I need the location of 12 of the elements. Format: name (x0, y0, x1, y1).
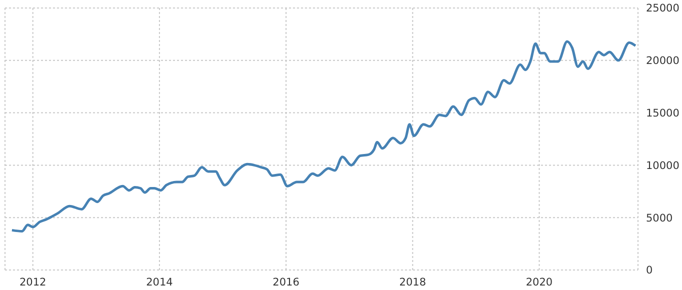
line-series (10, 40, 637, 232)
y-tick-label: 10000 (646, 160, 680, 172)
x-tick-label: 2012 (19, 276, 46, 288)
y-tick-label: 20000 (646, 55, 680, 68)
y-tick-label: 25000 (646, 2, 680, 15)
x-tick-label: 2020 (526, 276, 553, 288)
x-tick-label: 2016 (272, 276, 300, 288)
y-tick-label: 15000 (646, 108, 680, 120)
y-tick-label: 5000 (646, 212, 673, 224)
y-tick-label: 0 (646, 264, 653, 277)
x-tick-label: 2018 (399, 276, 426, 288)
x-tick-label: 2014 (146, 276, 174, 288)
